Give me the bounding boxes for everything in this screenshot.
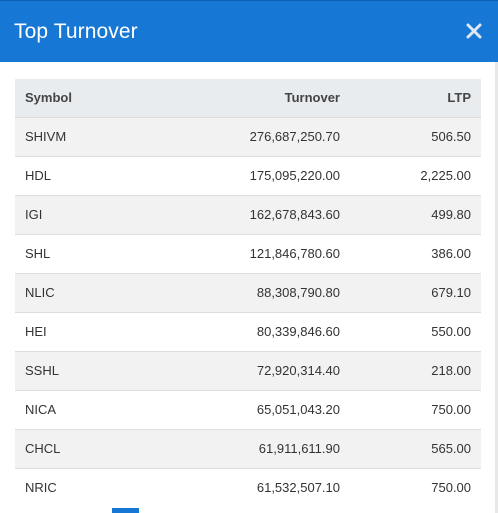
cell-symbol[interactable]: SHIVM [25, 129, 67, 144]
table-row: HEI 80,339,846.60 550.00 [15, 312, 481, 351]
table-row: SHL 121,846,780.60 386.00 [15, 234, 481, 273]
table-row: SSHL 72,920,314.40 218.00 [15, 351, 481, 390]
table-row: IGI 162,678,843.60 499.80 [15, 195, 481, 234]
cell-turnover: 88,308,790.80 [256, 285, 340, 300]
table-row: SHIVM 276,687,250.70 506.50 [15, 117, 481, 156]
cell-ltp: 499.80 [431, 207, 471, 222]
cell-symbol[interactable]: HEI [25, 324, 47, 339]
cell-turnover: 65,051,043.20 [256, 402, 340, 417]
cell-ltp: 550.00 [431, 324, 471, 339]
table-row: HDL 175,095,220.00 2,225.00 [15, 156, 481, 195]
cell-turnover: 175,095,220.00 [249, 168, 340, 183]
column-header-ltp[interactable]: LTP [447, 90, 471, 106]
horizontal-scroll-thumb[interactable] [112, 508, 139, 513]
column-header-turnover[interactable]: Turnover [284, 90, 340, 106]
cell-ltp: 2,225.00 [420, 168, 471, 183]
cell-turnover: 72,920,314.40 [256, 363, 340, 378]
table-header-row: Symbol Turnover LTP [15, 79, 481, 117]
cell-symbol[interactable]: HDL [25, 168, 52, 183]
cell-ltp: 750.00 [431, 480, 471, 496]
modal-header: Top Turnover [0, 0, 498, 62]
cell-symbol[interactable]: IGI [25, 207, 43, 222]
cell-turnover: 80,339,846.60 [256, 324, 340, 339]
cell-symbol[interactable]: NRIC [25, 480, 57, 496]
cell-ltp: 386.00 [431, 246, 471, 261]
cell-ltp: 565.00 [431, 441, 471, 456]
cell-symbol[interactable]: SHL [25, 246, 51, 261]
cell-ltp: 506.50 [431, 129, 471, 144]
cell-symbol[interactable]: NLIC [25, 285, 55, 300]
cell-turnover: 121,846,780.60 [249, 246, 340, 261]
cell-symbol[interactable]: NICA [25, 402, 57, 417]
modal-title: Top Turnover [14, 19, 138, 43]
cell-turnover: 61,911,611.90 [258, 441, 340, 456]
cell-ltp: 750.00 [431, 402, 471, 417]
table-row: CHCL 61,911,611.90 565.00 [15, 429, 481, 468]
table-row: NRIC 61,532,507.10 750.00 [15, 468, 481, 507]
table-row: NICA 65,051,043.20 750.00 [15, 390, 481, 429]
cell-ltp: 218.00 [431, 363, 471, 378]
cell-symbol[interactable]: SSHL [25, 363, 59, 378]
cell-turnover: 162,678,843.60 [249, 207, 340, 222]
close-icon [466, 23, 482, 39]
scrollbar-track[interactable] [495, 62, 498, 513]
cell-turnover: 276,687,250.70 [249, 129, 340, 144]
cell-turnover: 61,532,507.10 [256, 480, 340, 496]
turnover-table: Symbol Turnover LTP SHIVM 276,687,250.70… [15, 79, 481, 507]
turnover-table-container: Symbol Turnover LTP SHIVM 276,687,250.70… [15, 79, 481, 507]
cell-symbol[interactable]: CHCL [25, 441, 61, 456]
column-header-symbol[interactable]: Symbol [25, 90, 72, 106]
close-button[interactable] [464, 21, 484, 41]
table-row: NLIC 88,308,790.80 679.10 [15, 273, 481, 312]
cell-ltp: 679.10 [431, 285, 471, 300]
